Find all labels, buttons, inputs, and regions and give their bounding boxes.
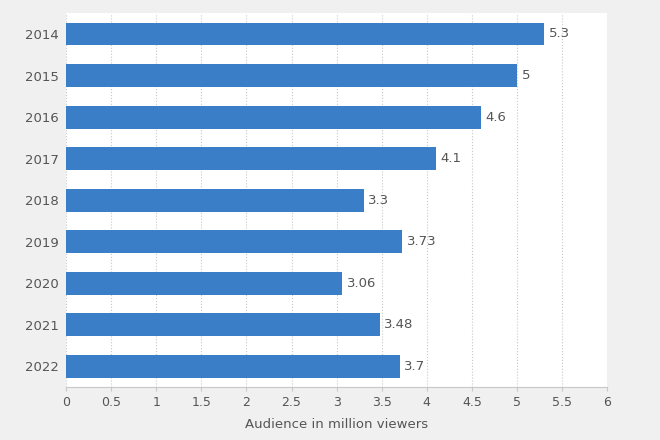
- Text: 3.3: 3.3: [368, 194, 389, 207]
- Bar: [66, 230, 403, 253]
- Text: 3.06: 3.06: [346, 277, 376, 290]
- Bar: [66, 272, 342, 295]
- Text: 3.48: 3.48: [384, 319, 414, 331]
- X-axis label: Audience in million viewers: Audience in million viewers: [245, 418, 428, 431]
- Bar: [66, 189, 364, 212]
- Text: 5.3: 5.3: [548, 27, 570, 40]
- Text: 4.1: 4.1: [440, 152, 461, 165]
- Text: 5: 5: [521, 69, 530, 82]
- Text: 3.7: 3.7: [404, 360, 426, 373]
- Text: 4.6: 4.6: [485, 110, 506, 124]
- Text: 3.73: 3.73: [407, 235, 436, 248]
- Bar: [66, 64, 517, 87]
- Bar: [66, 106, 481, 128]
- Bar: [66, 313, 380, 336]
- Bar: [66, 22, 544, 45]
- Bar: [66, 147, 436, 170]
- Bar: [66, 355, 400, 378]
